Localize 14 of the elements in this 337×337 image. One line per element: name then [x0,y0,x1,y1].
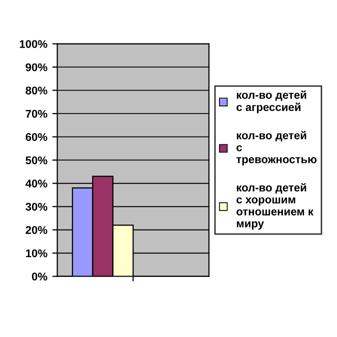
y-tick-label: 30% [26,202,48,211]
y-tick-label: 70% [26,110,48,118]
y-tick-label: 10% [26,249,48,258]
y-tick-label: 100% [20,40,48,48]
y-tick-label: 40% [26,180,48,188]
legend-label: кол-во детей с хорошим отношением к миру [236,183,314,230]
legend-label: кол-во детей с тревожностью [236,130,317,166]
y-tick-label: 80% [26,86,48,94]
y-tick-label: 50% [26,156,48,164]
y-tick-label: 60% [26,133,48,141]
y-tick-label: 90% [26,63,48,72]
legend-label: кол-во детей с агрессией [236,90,306,114]
y-tick-label: 20% [26,226,48,234]
y-tick-label: 0% [32,272,48,280]
